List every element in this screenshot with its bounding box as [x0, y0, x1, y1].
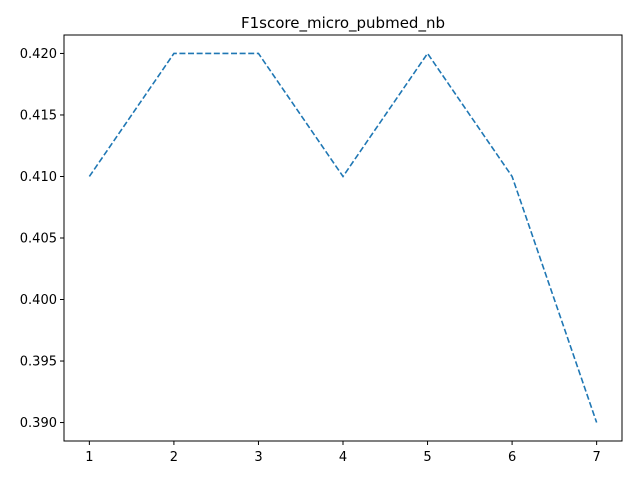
y-tick-label: 0.395 — [20, 355, 57, 370]
y-tick-label: 0.390 — [20, 416, 57, 431]
x-tick-label: 2 — [170, 450, 178, 465]
series — [88, 52, 598, 423]
y-tick-label: 0.405 — [20, 232, 57, 247]
x-tick-label: 4 — [339, 450, 347, 465]
chart-title: F1score_micro_pubmed_nb — [241, 14, 445, 33]
y-tick-label: 0.415 — [20, 108, 57, 123]
plot-area-frame — [63, 34, 623, 442]
x-tick-label: 7 — [592, 450, 600, 465]
x-tick-label: 5 — [423, 450, 431, 465]
x-tick-label: 6 — [508, 450, 516, 465]
x-tick-label: 3 — [254, 450, 262, 465]
x-tick-label: 1 — [85, 450, 93, 465]
series-line — [88, 52, 598, 423]
y-tick-label: 0.420 — [20, 47, 57, 62]
y-tick-label: 0.400 — [20, 293, 57, 308]
ticks: 1 2 3 4 5 6 7 0.390 0.395 0.400 0.405 0.410 0.415 0.4… — [20, 47, 601, 465]
axes — [63, 34, 623, 442]
y-tick-label: 0.410 — [20, 170, 57, 185]
